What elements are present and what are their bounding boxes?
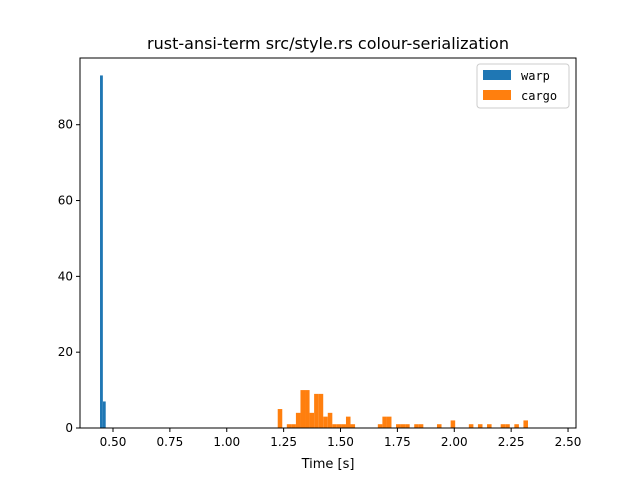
bar-cargo-0 [277, 409, 283, 428]
bar-cargo-32 [523, 420, 528, 428]
bar-cargo-16 [377, 424, 383, 428]
bar-cargo-4 [300, 390, 306, 428]
bar-cargo-2 [291, 424, 296, 428]
bar-cargo-11 [332, 424, 337, 428]
x-tick-label: 2.50 [555, 435, 582, 449]
bar-warp-1 [102, 401, 106, 428]
y-axis-ticks: 0 20 40 60 80 [58, 118, 80, 435]
bar-cargo-21 [405, 424, 410, 428]
bar-cargo-15 [350, 424, 356, 428]
bar-cargo-9 [323, 416, 328, 428]
x-tick-label: 1.00 [213, 435, 240, 449]
bar-cargo-22 [414, 424, 419, 428]
bars-layer [100, 75, 528, 428]
bar-cargo-5 [305, 390, 310, 428]
legend: warp cargo [476, 63, 570, 109]
bar-cargo-1 [286, 424, 292, 428]
bar-cargo-27 [477, 424, 483, 428]
bar-warp-0 [100, 75, 103, 428]
chart-title: rust-ansi-term src/style.rs colour-seria… [147, 34, 509, 53]
plot-frame [79, 57, 577, 429]
y-tick-label: 20 [58, 345, 73, 359]
y-tick-label: 60 [58, 194, 73, 208]
bar-cargo-3 [295, 412, 301, 428]
x-tick-label: 1.50 [327, 435, 354, 449]
bar-cargo-12 [336, 424, 342, 428]
bar-cargo-26 [468, 424, 474, 428]
y-tick-label: 40 [58, 269, 73, 283]
bar-cargo-8 [318, 393, 324, 428]
legend-label-cargo: cargo [521, 89, 557, 103]
x-tick-label: 0.75 [157, 435, 184, 449]
bar-cargo-31 [514, 424, 519, 428]
bar-cargo-25 [450, 420, 456, 428]
x-tick-label: 1.75 [384, 435, 411, 449]
bar-cargo-10 [327, 412, 333, 428]
bar-cargo-28 [487, 424, 492, 428]
x-tick-label: 1.25 [270, 435, 297, 449]
bar-cargo-23 [418, 424, 424, 428]
legend-swatch-cargo [483, 90, 511, 100]
bar-cargo-17 [382, 416, 387, 428]
legend-swatch-warp [483, 70, 511, 80]
bar-cargo-20 [400, 424, 406, 428]
x-tick-label: 2.25 [498, 435, 525, 449]
y-tick-label: 0 [65, 421, 73, 435]
bar-cargo-19 [396, 424, 401, 428]
bar-cargo-29 [500, 424, 506, 428]
x-axis-ticks: 0.50 0.75 1.00 1.25 1.50 1.75 2.00 2.25 2.50 [100, 428, 582, 449]
x-tick-label: 0.50 [100, 435, 127, 449]
bar-cargo-30 [505, 424, 510, 428]
bar-cargo-14 [345, 416, 351, 428]
legend-label-warp: warp [521, 69, 550, 83]
bar-cargo-7 [314, 393, 319, 428]
bar-cargo-24 [436, 424, 442, 428]
bar-cargo-18 [386, 416, 392, 428]
y-tick-label: 80 [58, 118, 73, 132]
x-tick-label: 2.00 [441, 435, 468, 449]
x-axis-label: Time [s] [301, 457, 355, 472]
bar-cargo-6 [309, 412, 315, 428]
bar-cargo-13 [341, 424, 346, 428]
